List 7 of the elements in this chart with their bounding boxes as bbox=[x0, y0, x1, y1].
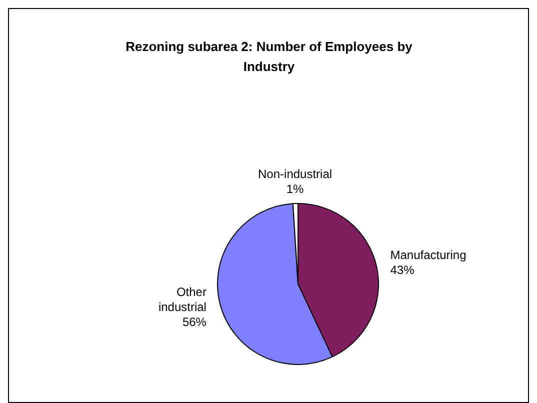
slice-label: Other industrial bbox=[158, 284, 206, 314]
slice-label: Non-industrial bbox=[258, 166, 332, 181]
slice-label: Manufacturing bbox=[390, 248, 466, 262]
data-label: 56% bbox=[182, 314, 207, 329]
chart-title: Rezoning subarea 2: Number of Employees by Industry bbox=[124, 38, 414, 76]
data-label: 43% bbox=[390, 263, 415, 278]
data-label: 1% bbox=[286, 182, 304, 196]
